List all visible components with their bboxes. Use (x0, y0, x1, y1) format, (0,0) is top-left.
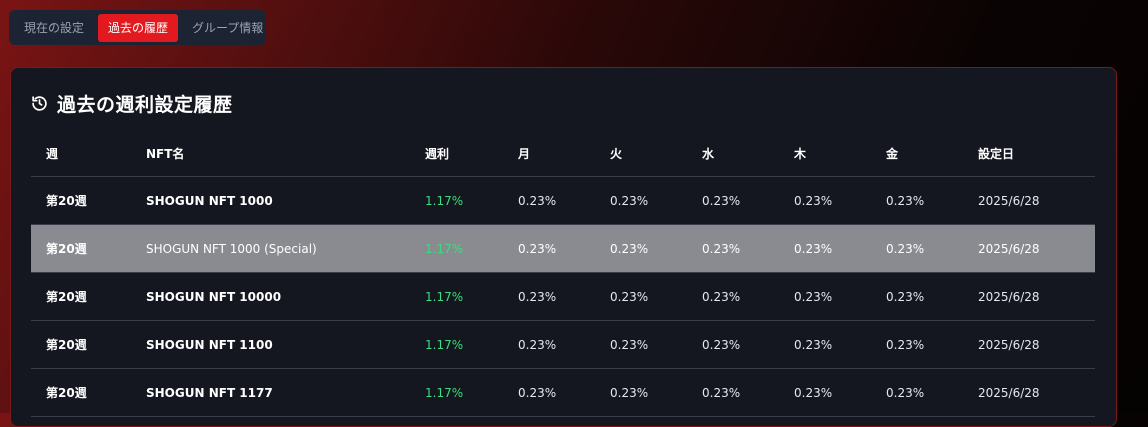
cell-set-date: 2025/6/28 (963, 272, 1095, 321)
history-card: 過去の週利設定履歴 週 NFT名 週利 月 火 水 木 金 設定日 第20週 (10, 67, 1117, 427)
cell-thu: 0.23% (779, 368, 871, 417)
header-tue: 火 (595, 130, 687, 177)
header-thu: 木 (779, 130, 871, 177)
cell-mon: 0.23% (503, 224, 595, 273)
cell-thu: 0.23% (779, 272, 871, 321)
cell-fri: 0.23% (871, 368, 963, 417)
cell-week: 第20週 (31, 368, 131, 417)
cell-weekly-rate: 1.17% (410, 272, 503, 321)
cell-nft-name: SHOGUN NFT 1177 (131, 368, 410, 417)
cell-wed: 0.23% (687, 368, 779, 417)
cell-mon: 0.23% (503, 320, 595, 369)
table-header-row: 週 NFT名 週利 月 火 水 木 金 設定日 (31, 130, 1095, 177)
cell-week: 第20週 (31, 224, 131, 273)
cell-weekly-rate: 1.17% (410, 368, 503, 417)
cell-fri: 0.23% (871, 224, 963, 273)
cell-tue: 0.23% (595, 224, 687, 273)
table-row: 第20週 SHOGUN NFT 1000 1.17% 0.23% 0.23% 0… (31, 176, 1095, 225)
table-row: 第20週 SHOGUN NFT 1000 (Special) 1.17% 0.2… (31, 224, 1095, 273)
cell-nft-name: SHOGUN NFT 1000 (Special) (131, 224, 410, 273)
tab-current-settings[interactable]: 現在の設定 (24, 20, 85, 35)
table-row: 第20週 SHOGUN NFT 1177 1.17% 0.23% 0.23% 0… (31, 368, 1095, 417)
cell-nft-name: SHOGUN NFT 1000 (131, 176, 410, 225)
cell-weekly-rate: 1.17% (410, 320, 503, 369)
cell-wed: 0.23% (687, 224, 779, 273)
tab-bar: 現在の設定 過去の履歴 グループ情報 (9, 10, 266, 45)
header-set-date: 設定日 (963, 130, 1095, 177)
cell-tue: 0.23% (595, 368, 687, 417)
cell-weekly-rate: 1.17% (410, 176, 503, 225)
cell-set-date: 2025/6/28 (963, 176, 1095, 225)
history-table: 週 NFT名 週利 月 火 水 木 金 設定日 第20週 SHOGUN NFT … (31, 130, 1095, 417)
history-icon (31, 95, 48, 112)
header-mon: 月 (503, 130, 595, 177)
cell-fri: 0.23% (871, 176, 963, 225)
cell-nft-name: SHOGUN NFT 1100 (131, 320, 410, 369)
header-fri: 金 (871, 130, 963, 177)
cell-wed: 0.23% (687, 272, 779, 321)
table-row: 第20週 SHOGUN NFT 10000 1.17% 0.23% 0.23% … (31, 272, 1095, 321)
cell-fri: 0.23% (871, 320, 963, 369)
page-title: 過去の週利設定履歴 (57, 93, 233, 116)
cell-week: 第20週 (31, 176, 131, 225)
cell-thu: 0.23% (779, 224, 871, 273)
cell-mon: 0.23% (503, 272, 595, 321)
tab-history[interactable]: 過去の履歴 (98, 13, 179, 42)
cell-set-date: 2025/6/28 (963, 320, 1095, 369)
cell-week: 第20週 (31, 272, 131, 321)
cell-thu: 0.23% (779, 320, 871, 369)
cell-set-date: 2025/6/28 (963, 368, 1095, 417)
header-weekly-rate: 週利 (410, 130, 503, 177)
cell-week: 第20週 (31, 320, 131, 369)
header-week: 週 (31, 130, 131, 177)
cell-wed: 0.23% (687, 176, 779, 225)
cell-wed: 0.23% (687, 320, 779, 369)
cell-set-date: 2025/6/28 (963, 224, 1095, 273)
header-nft-name: NFT名 (131, 130, 410, 177)
cell-mon: 0.23% (503, 176, 595, 225)
cell-weekly-rate: 1.17% (410, 224, 503, 273)
table-row: 第20週 SHOGUN NFT 1100 1.17% 0.23% 0.23% 0… (31, 320, 1095, 369)
cell-tue: 0.23% (595, 176, 687, 225)
cell-thu: 0.23% (779, 176, 871, 225)
cell-tue: 0.23% (595, 320, 687, 369)
cell-mon: 0.23% (503, 368, 595, 417)
cell-nft-name: SHOGUN NFT 10000 (131, 272, 410, 321)
card-header: 過去の週利設定履歴 (31, 90, 233, 116)
cell-fri: 0.23% (871, 272, 963, 321)
header-wed: 水 (687, 130, 779, 177)
tab-group-info[interactable]: グループ情報 (192, 20, 264, 35)
cell-tue: 0.23% (595, 272, 687, 321)
